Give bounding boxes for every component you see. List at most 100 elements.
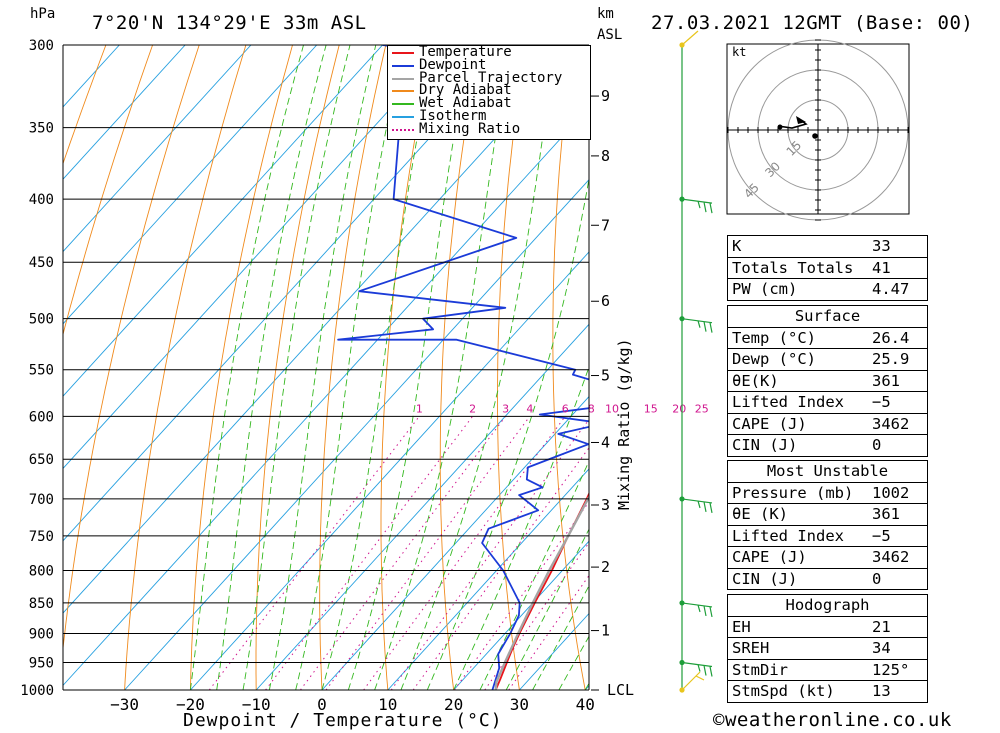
most-unstable-title: Most Unstable [727,460,928,483]
mixing-ratio-label: 20 [672,402,686,415]
isotherm-line [63,45,318,325]
hodograph-unit-label: kt [732,45,747,59]
mixing-ratio-label: 2 [469,402,476,415]
x-tick-label: 0 [317,695,327,714]
mu-row-thetae: θE (K) 361 [727,503,928,526]
index-row-totals: Totals Totals 41 [727,256,928,279]
height-tick-label: 1 [601,622,610,640]
isotherm-line [321,395,589,690]
hodo-row-stmdir: StmDir 125° [727,658,928,681]
pressure-tick-label: 450 [29,255,54,271]
mixing-ratio-label: 10 [605,402,619,415]
wet-adiabat-line [295,45,405,690]
height-tick-label: 5 [601,367,610,385]
index-row-pw: PW (cm) 4.47 [727,278,928,301]
mixing-ratio-line [363,416,566,690]
legend-entry-isotherm: Isotherm [388,109,590,123]
hodo-row-stmspd: StmSpd (kt) 13 [727,680,928,703]
height-tick-label: 9 [601,87,610,105]
surface-row-dewp: Dewp (°C) 25.9 [727,348,928,371]
mixing-ratio-label: 15 [644,402,658,415]
surface-row-cape: CAPE (J) 3462 [727,412,928,435]
isotherm-line [387,468,589,690]
isotherm-line [453,540,589,690]
height-asl-label: ASL [597,27,623,43]
dry-adiabat-line [124,45,247,690]
pressure-tick-label: 600 [29,409,54,425]
mixing-ratio-label: 25 [695,402,709,415]
isotherm-line [124,179,589,690]
surface-row-temp: Temp (°C) 26.4 [727,326,928,349]
mu-row-cin: CIN (J) 0 [727,567,928,590]
isotherm-line [255,323,589,690]
x-tick-label: −30 [110,695,139,714]
isotherm-line [63,45,252,253]
dry-adiabat-line [63,45,200,653]
pressure-tick-label: 950 [29,656,54,672]
dry-adiabat-line [63,45,154,337]
height-tick-label: 7 [601,216,610,234]
x-tick-label: 20 [444,695,463,714]
pressure-tick-label: 700 [29,492,54,508]
x-axis-title: Dewpoint / Temperature (°C) [183,710,503,731]
legend-entry-mixing-ratio: Mixing Ratio [388,122,590,136]
hodograph-table: Hodograph EH 21 SREH 34 StmDir 125° StmSpd … [727,594,928,703]
isotherm-line [63,45,186,180]
x-tick-label: −20 [176,695,205,714]
wet-adiabat-line [374,45,511,690]
mixing-ratio-label: 8 [588,402,595,415]
mixing-ratio-axis-title: Mixing Ratio (g/kg) [615,338,633,510]
legend-entry-dry-adiabat: Dry Adiabat [388,84,590,97]
dry-adiabat-line [992,45,1000,690]
mixing-ratio-line [453,501,589,690]
x-tick-label: −10 [242,695,271,714]
isotherm-line [63,45,383,397]
x-tick-label: 10 [378,695,397,714]
wet-adiabat-line [347,45,471,690]
mixing-ratio-line [299,415,506,690]
credit-link[interactable]: ©weatheronline.co.uk [713,709,952,731]
isotherm-line [190,251,589,690]
pressure-tick-label: 550 [29,363,54,379]
x-tick-label: 30 [510,695,529,714]
pressure-tick-label: 900 [29,627,54,643]
pressure-tick-label: 300 [29,38,54,54]
wet-adiabat-line [400,45,558,690]
surface-row-cin: CIN (J) 0 [727,434,928,457]
mixing-ratio-label: 6 [562,402,569,415]
hodo-row-sreh: SREH 34 [727,637,928,660]
mixing-ratio-line [265,415,473,690]
pressure-tick-label: 1000 [20,683,54,699]
pressure-tick-label: 750 [29,529,54,545]
mixing-ratio-line [508,574,589,690]
height-unit-label: km [597,6,614,22]
dry-adiabat-line [189,45,293,690]
dry-adiabat-line [659,45,717,690]
mu-row-pressure: Pressure (mb) 1002 [727,481,928,504]
datetime-title: 27.03.2021 12GMT (Base: 00) [651,12,974,34]
index-row-k: K 33 [727,235,928,258]
legend-entry-dewpoint: Dewpoint [388,58,590,72]
wet-adiabat-line [453,365,589,690]
legend-entry-temperature: Temperature [388,45,590,59]
height-tick-label: 4 [601,433,610,451]
isotherm-line [63,106,589,687]
pressure-tick-label: 800 [29,563,54,579]
mixing-ratio-label: 4 [526,402,533,415]
height-tick-label: LCL [607,681,634,699]
most-unstable-table: Most Unstable Pressure (mb) 1002 θE (K) 36… [727,460,928,590]
isotherm-line [63,45,449,470]
isotherm-line [63,45,581,614]
x-tick-label: 40 [576,695,595,714]
height-tick-label: 2 [601,558,610,576]
pressure-tick-label: 350 [29,121,54,137]
dry-adiabat-line [946,45,1000,690]
height-tick-label: 8 [601,147,610,165]
height-tick-label: 6 [601,292,610,310]
location-title: 7°20'N 134°29'E 33m ASL [92,12,367,34]
mixing-ratio-label: 3 [502,402,509,415]
pressure-tick-label: 850 [29,596,54,612]
legend-entry-wet-adiabat: Wet Adiabat [388,96,590,110]
wet-adiabat-line [426,175,589,690]
